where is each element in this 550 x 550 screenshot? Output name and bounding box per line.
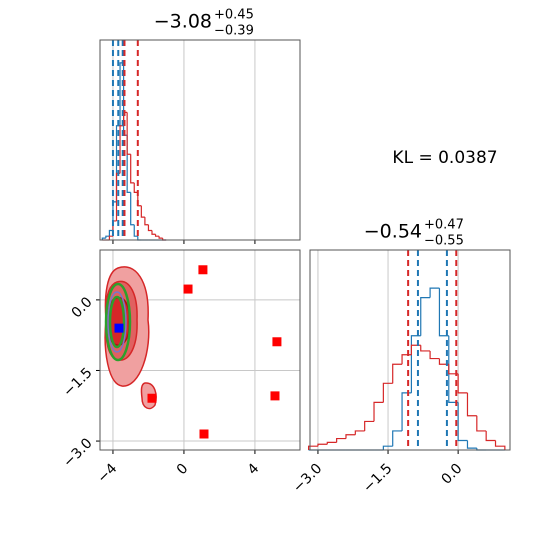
panel-title-upper: +0.47	[424, 218, 464, 233]
histogram-step	[345, 434, 356, 439]
histogram-step	[410, 335, 421, 393]
histogram-step	[457, 402, 468, 442]
histogram-step	[466, 440, 477, 449]
density-contours	[104, 266, 157, 410]
histogram-step	[307, 445, 318, 450]
histogram-step	[420, 297, 431, 336]
histogram-step	[466, 392, 477, 417]
histogram-step	[151, 230, 156, 235]
panel-title: −3.08	[154, 11, 212, 33]
histogram-step	[137, 236, 142, 241]
marker-point	[114, 323, 124, 333]
histogram-step	[108, 229, 113, 237]
histogram-step	[429, 350, 440, 360]
histogram-step	[336, 437, 346, 443]
histogram-step	[420, 345, 431, 352]
panel-frame	[309, 249, 511, 451]
y-tick-label: 0.0	[69, 294, 96, 321]
histogram-step	[317, 443, 328, 447]
histogram-step	[401, 354, 412, 365]
histogram-step	[485, 430, 496, 442]
contour-green	[108, 295, 126, 349]
histogram-step	[392, 430, 403, 447]
histogram-step	[130, 192, 135, 226]
histogram-step	[354, 430, 365, 435]
histogram-step	[126, 112, 131, 155]
histogram-step	[429, 287, 440, 298]
panel-title-upper: +0.45	[214, 8, 254, 23]
histogram-step	[140, 205, 145, 218]
contour-green	[104, 282, 132, 362]
marker-point	[272, 337, 282, 347]
histogram-step	[105, 235, 110, 239]
x-tick-label: 4	[245, 461, 263, 479]
kl-annotation: KL = 0.0387	[392, 148, 497, 168]
histogram-step	[364, 420, 375, 431]
histogram-step	[130, 154, 135, 184]
x-tick-label: −4	[94, 461, 120, 487]
histogram-step	[133, 224, 138, 237]
panel-title-lower: −0.55	[424, 234, 464, 249]
contour-blue	[107, 291, 127, 353]
histogram-step	[457, 373, 468, 394]
marker-point	[198, 265, 208, 275]
histogram-step	[438, 358, 449, 365]
y-tick-label: −1.5	[60, 365, 95, 400]
histogram-step	[382, 382, 393, 403]
histogram-step	[154, 234, 160, 237]
marker-point	[199, 429, 209, 439]
histogram-step	[158, 236, 163, 239]
panel-frame	[99, 249, 301, 451]
marker-point	[183, 284, 193, 294]
panel-title-lower: −0.39	[214, 24, 254, 39]
histogram-step	[438, 288, 449, 337]
histogram-step	[401, 392, 412, 431]
histogram-step	[448, 364, 459, 375]
histogram-step	[108, 235, 113, 240]
x-tick-label: −1.5	[360, 461, 395, 496]
histogram-step	[448, 335, 459, 403]
histogram-step	[392, 363, 403, 384]
x-tick-label: 0.0	[438, 461, 465, 488]
histogram-step	[144, 217, 149, 226]
histogram-step	[373, 401, 384, 422]
histogram-step	[326, 441, 337, 445]
histogram-step	[133, 182, 138, 193]
x-tick-label: 0	[174, 461, 192, 479]
x-tick-label: −3.0	[290, 461, 325, 496]
histogram-step	[382, 445, 393, 450]
marker-point	[270, 391, 280, 401]
panel-title: −0.54	[364, 221, 422, 243]
histogram-step	[147, 224, 152, 232]
marker-point	[147, 393, 157, 403]
histogram-step	[101, 237, 106, 240]
histogram-step	[494, 440, 506, 450]
panel-frame	[99, 39, 301, 241]
y-tick-label: −3.0	[60, 435, 95, 470]
histogram-step	[476, 415, 487, 432]
histogram-step	[410, 344, 421, 355]
